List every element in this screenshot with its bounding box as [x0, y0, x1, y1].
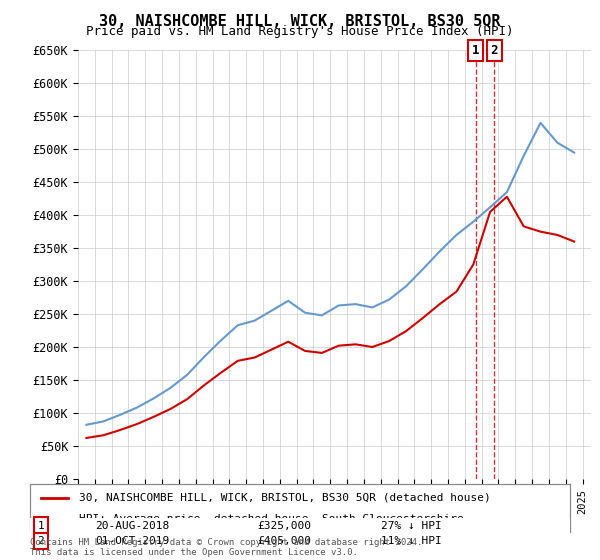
- Text: 1: 1: [472, 44, 479, 57]
- Text: HPI: Average price, detached house, South Gloucestershire: HPI: Average price, detached house, Sout…: [79, 514, 463, 524]
- Text: 01-OCT-2019: 01-OCT-2019: [95, 536, 169, 546]
- Text: 2: 2: [491, 44, 498, 57]
- Text: £325,000: £325,000: [257, 521, 311, 531]
- Text: 20-AUG-2018: 20-AUG-2018: [95, 521, 169, 531]
- Text: 1: 1: [37, 521, 44, 531]
- Text: £405,000: £405,000: [257, 536, 311, 546]
- Text: Price paid vs. HM Land Registry's House Price Index (HPI): Price paid vs. HM Land Registry's House …: [86, 25, 514, 38]
- Text: 11% ↓ HPI: 11% ↓ HPI: [381, 536, 442, 546]
- Text: 30, NAISHCOMBE HILL, WICK, BRISTOL, BS30 5QR (detached house): 30, NAISHCOMBE HILL, WICK, BRISTOL, BS30…: [79, 493, 490, 503]
- Text: 2: 2: [37, 536, 44, 546]
- Text: 27% ↓ HPI: 27% ↓ HPI: [381, 521, 442, 531]
- Text: 30, NAISHCOMBE HILL, WICK, BRISTOL, BS30 5QR: 30, NAISHCOMBE HILL, WICK, BRISTOL, BS30…: [99, 14, 501, 29]
- Text: Contains HM Land Registry data © Crown copyright and database right 2024.
This d: Contains HM Land Registry data © Crown c…: [30, 538, 422, 557]
